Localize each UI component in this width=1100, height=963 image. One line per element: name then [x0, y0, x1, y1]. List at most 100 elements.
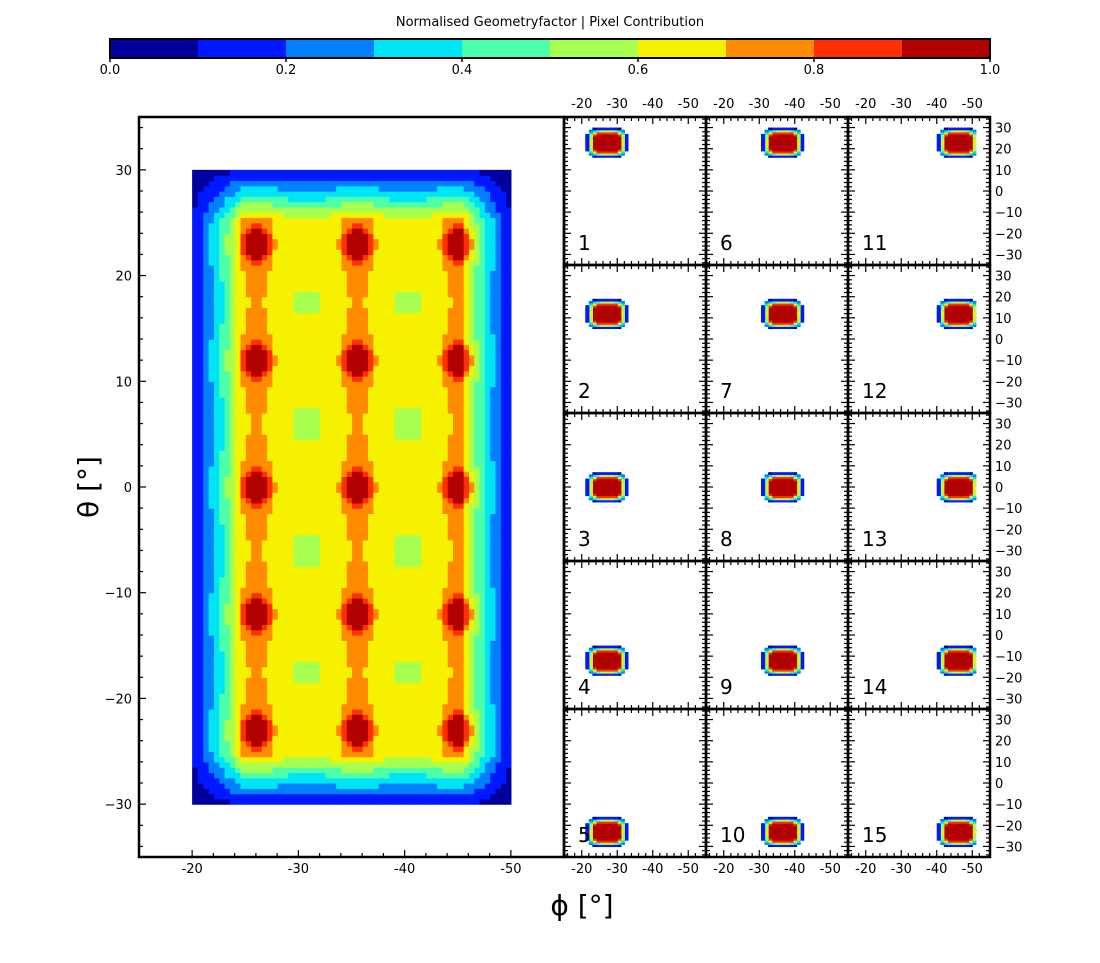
- heatmap-cell: [335, 582, 342, 589]
- heatmap-cell: [457, 682, 464, 689]
- heatmap-cell: [409, 423, 416, 430]
- heatmap-cell: [192, 376, 199, 382]
- heatmap-cell: [388, 761, 395, 768]
- heatmap-cell: [324, 566, 331, 573]
- heatmap-cell: [388, 666, 395, 673]
- heatmap-cell: [208, 656, 214, 663]
- heatmap-cell: [394, 730, 400, 737]
- heatmap-cell: [298, 428, 305, 435]
- heatmap-cell: [356, 524, 363, 530]
- heatmap-cell: [372, 693, 379, 700]
- heatmap-cell: [409, 450, 416, 456]
- heatmap-cell: [261, 793, 268, 800]
- heatmap-cell: [202, 481, 209, 488]
- heatmap-cell: [303, 767, 310, 774]
- heatmap-cell: [447, 539, 454, 546]
- heatmap-cell: [303, 751, 310, 758]
- heatmap-cell: [335, 603, 342, 610]
- heatmap-cell: [192, 629, 199, 636]
- heatmap-cell: [277, 508, 284, 515]
- heatmap-cell: [309, 703, 315, 710]
- heatmap-cell: [388, 413, 395, 419]
- heatmap-cell: [399, 624, 406, 631]
- heatmap-cell: [404, 629, 411, 636]
- heatmap-cell: [293, 391, 299, 398]
- heatmap-cell: [346, 582, 353, 589]
- heatmap-cell: [473, 513, 480, 520]
- heatmap-cell: [277, 497, 284, 504]
- heatmap-cell: [441, 439, 448, 446]
- heatmap-cell: [298, 492, 305, 499]
- heatmap-cell: [324, 698, 331, 705]
- heatmap-cell: [441, 365, 448, 372]
- heatmap-cell: [309, 391, 315, 398]
- heatmap-cell: [452, 767, 459, 774]
- heatmap-cell: [255, 455, 262, 462]
- heatmap-cell: [494, 682, 501, 689]
- heatmap-cell: [436, 524, 443, 530]
- heatmap-cell: [383, 455, 390, 462]
- heatmap-cell: [356, 788, 363, 795]
- heatmap-cell: [494, 428, 501, 435]
- heatmap-cell: [346, 460, 353, 467]
- heatmap-cell: [202, 603, 209, 610]
- heatmap-cell: [271, 661, 278, 668]
- heatmap-cell: [287, 428, 294, 435]
- heatmap-cell: [303, 423, 310, 430]
- heatmap-cell: [372, 740, 379, 747]
- heatmap-cell: [282, 450, 289, 456]
- heatmap-cell: [404, 455, 411, 462]
- heatmap-cell: [330, 719, 337, 726]
- heatmap-cell: [319, 592, 326, 599]
- heatmap-cell: [330, 539, 337, 546]
- heatmap-cell: [367, 587, 374, 594]
- heatmap-cell: [224, 386, 230, 393]
- heatmap-cell: [415, 714, 422, 721]
- heatmap-cell: [441, 661, 448, 668]
- heatmap-cell: [378, 751, 384, 758]
- heatmap-cell: [287, 550, 294, 557]
- heatmap-cell: [383, 735, 390, 742]
- heatmap-cell: [463, 434, 469, 441]
- heatmap-cell: [224, 571, 230, 578]
- heatmap-cell: [303, 439, 310, 446]
- heatmap-cell: [415, 798, 422, 805]
- heatmap-cell: [261, 460, 268, 467]
- heatmap-cell: [463, 550, 469, 557]
- heatmap-cell: [229, 487, 236, 493]
- heatmap-cell: [224, 587, 230, 594]
- heatmap-cell: [500, 772, 507, 779]
- heatmap-cell: [346, 608, 353, 615]
- heatmap-cell: [362, 529, 369, 536]
- heatmap-cell: [303, 497, 310, 504]
- heatmap-cell: [452, 465, 459, 472]
- heatmap-cell: [261, 645, 268, 652]
- heatmap-cell: [324, 645, 331, 652]
- heatmap-cell: [255, 518, 262, 525]
- heatmap-cell: [473, 772, 480, 779]
- heatmap-cell: [266, 746, 273, 752]
- heatmap-cell: [362, 703, 369, 710]
- heatmap-cell: [372, 645, 379, 652]
- heatmap-cell: [197, 772, 204, 779]
- heatmap-cell: [457, 714, 464, 721]
- heatmap-cell: [452, 444, 459, 451]
- heatmap-cell: [479, 767, 485, 774]
- heatmap-cell: [351, 428, 358, 435]
- heatmap-cell: [213, 397, 220, 404]
- heatmap-cell: [271, 497, 278, 504]
- heatmap-cell: [436, 640, 443, 647]
- heatmap-cell: [245, 687, 252, 694]
- heatmap-cell: [383, 703, 390, 710]
- heatmap-cell: [505, 370, 512, 377]
- heatmap-cell: [245, 413, 252, 419]
- heatmap-cell: [489, 666, 496, 673]
- heatmap-cell: [266, 550, 273, 557]
- heatmap-cell: [394, 761, 400, 768]
- heatmap-cell: [208, 719, 214, 726]
- heatmap-cell: [484, 719, 491, 726]
- heatmap-cell: [436, 661, 443, 668]
- heatmap-cell: [208, 418, 214, 425]
- heatmap-cell: [457, 793, 464, 800]
- heatmap-cell: [383, 534, 390, 541]
